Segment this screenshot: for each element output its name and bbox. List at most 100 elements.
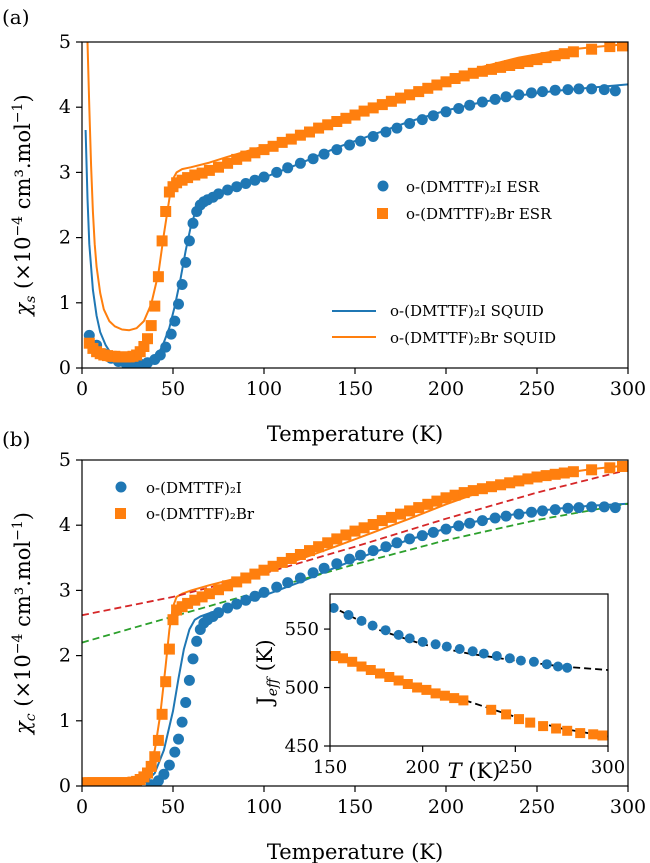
point-br_c <box>213 584 224 596</box>
point-i_c <box>380 541 392 553</box>
panel-a-marks <box>83 42 628 368</box>
point-br_esr <box>540 52 552 64</box>
point-i_esr <box>391 122 403 134</box>
point-i_esr <box>282 162 294 174</box>
legend-label-br: o-(DMTTF)₂Br <box>146 505 255 523</box>
point-i_esr <box>500 91 512 103</box>
point-br_esr <box>213 161 224 173</box>
point-br_c <box>458 487 470 499</box>
point-i_esr <box>513 89 525 101</box>
point-i_c <box>440 523 452 535</box>
point-i_c <box>562 502 574 514</box>
point-i_esr <box>526 87 537 99</box>
series-line-br_fit <box>82 468 628 617</box>
point-br_esr <box>322 119 334 131</box>
point-i_esr <box>367 131 379 142</box>
point-br_esr <box>182 172 194 184</box>
point-i_esr <box>165 328 177 340</box>
point-i_j <box>430 639 441 650</box>
point-i_esr <box>180 256 192 268</box>
point-br_esr <box>604 42 616 53</box>
point-i_c <box>464 517 476 529</box>
point-i_c <box>355 549 366 561</box>
inset-chart: 150 200 250 300 450 500 550 T (K) Jeff (K) <box>253 593 625 783</box>
point-i_esr <box>176 279 188 290</box>
point-br_esr <box>285 133 297 145</box>
point-br_c <box>486 481 497 493</box>
point-i_esr <box>489 93 501 105</box>
point-br_esr <box>467 67 479 79</box>
point-br_c <box>431 495 443 507</box>
point-br_esr <box>449 73 461 84</box>
point-i_esr <box>537 86 548 98</box>
point-br_c <box>440 492 452 504</box>
point-i_c <box>609 502 621 514</box>
point-br_c <box>604 462 616 474</box>
x-tick-label: 300 <box>591 757 625 778</box>
point-i_j <box>528 656 539 667</box>
point-br_esr <box>149 300 161 312</box>
x-tick-label: 50 <box>161 378 185 400</box>
inset-xlabel: T (K) <box>448 759 501 783</box>
y-tick-label: 2 <box>59 645 71 667</box>
point-i_esr <box>573 83 585 95</box>
point-i_c <box>240 594 252 606</box>
point-br_j <box>365 665 376 675</box>
point-i_j <box>393 629 404 640</box>
point-br_esr <box>142 333 153 345</box>
point-br_esr <box>267 140 279 152</box>
panel-a-label: (a) <box>2 5 30 29</box>
x-tick-label: 200 <box>405 757 439 778</box>
point-br_c <box>258 564 270 576</box>
point-br_esr <box>156 235 168 247</box>
point-i_c <box>500 510 512 522</box>
point-br_c <box>586 464 598 476</box>
point-i_esr <box>562 84 574 96</box>
point-br_c <box>422 498 434 510</box>
point-br_esr <box>331 116 343 127</box>
clip-group <box>83 42 628 368</box>
point-i_j <box>417 636 428 647</box>
point-br_esr <box>203 164 215 176</box>
point-i_c <box>549 504 561 516</box>
point-br_c <box>163 643 175 655</box>
panel-b-legend: o-(DMTTF)₂I o-(DMTTF)₂Br <box>115 479 255 523</box>
point-i_esr <box>344 139 355 151</box>
point-i_c <box>163 759 175 771</box>
x-tick-label: 50 <box>161 796 185 818</box>
point-br_j <box>501 709 512 720</box>
inset-frame <box>329 593 609 747</box>
point-br_c <box>540 470 552 482</box>
x-tick-label: 150 <box>337 796 373 818</box>
point-br_esr <box>189 169 201 181</box>
point-i_c <box>318 562 330 574</box>
point-br_esr <box>531 54 543 66</box>
point-i_c <box>222 602 234 614</box>
point-br_c <box>156 708 168 720</box>
point-i_c <box>258 586 270 598</box>
panel-a-ticks: 0 50 100 150 200 250 300 0 1 2 3 4 5 <box>59 31 646 400</box>
point-br_c <box>449 489 461 501</box>
point-br_j <box>551 723 562 734</box>
y-tick-label: 3 <box>59 579 71 601</box>
point-i_c <box>404 533 416 545</box>
point-i_c <box>176 716 188 728</box>
point-i_c <box>158 768 170 780</box>
point-br_c <box>203 588 215 600</box>
x-tick-label: 300 <box>610 796 646 818</box>
y-tick-label: 0 <box>59 357 71 379</box>
point-br_c <box>304 545 315 557</box>
y-tick-label: 2 <box>59 227 71 249</box>
panel-b-marks <box>82 461 628 786</box>
point-br_c <box>322 537 334 549</box>
point-br_esr <box>196 167 208 179</box>
clip-group <box>330 603 608 741</box>
point-br_j <box>525 717 536 728</box>
point-i_esr <box>231 181 243 193</box>
x-tick-label: 150 <box>313 757 347 778</box>
point-i_esr <box>307 153 319 165</box>
x-tick-label: 100 <box>246 796 282 818</box>
y-tick-label: 450 <box>285 736 319 757</box>
point-br_esr <box>138 341 150 352</box>
point-br_c <box>513 475 525 487</box>
